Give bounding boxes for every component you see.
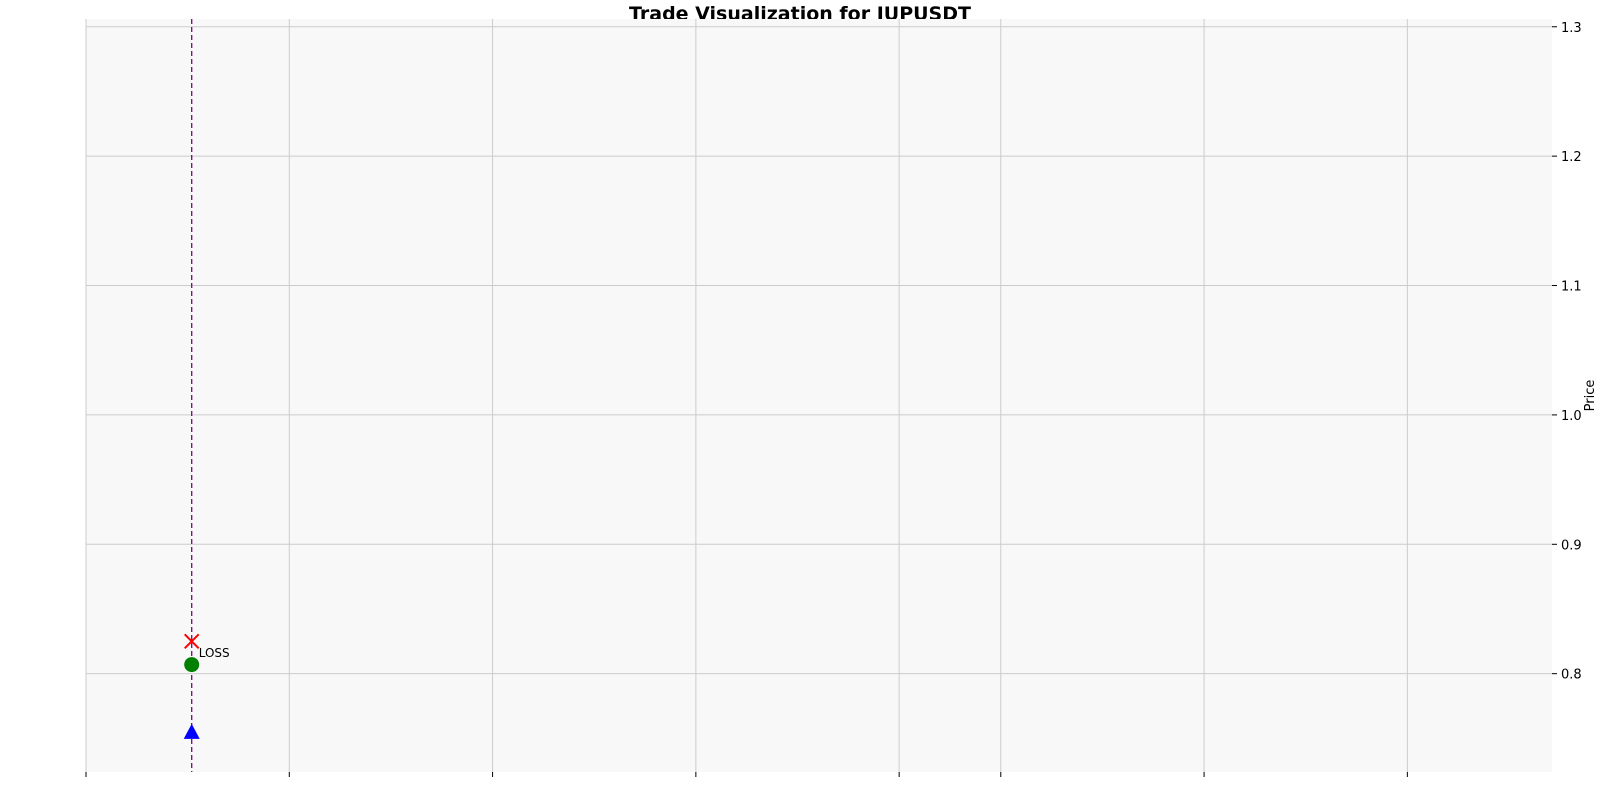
stop-loss-marker	[184, 633, 200, 650]
entry-marker	[183, 723, 200, 739]
y-axis-label: Price	[1583, 380, 1598, 412]
plot-area	[86, 19, 1552, 772]
y-tick-label: 0.8	[1561, 668, 1582, 683]
exit-marker	[184, 657, 200, 673]
y-tick-label: 1.1	[1561, 280, 1582, 295]
y-tick-label: 1.3	[1561, 21, 1582, 36]
y-tick-label: 1.0	[1561, 409, 1582, 424]
annotation-label: LOSS	[199, 646, 230, 660]
y-tick-label: 1.2	[1561, 150, 1582, 165]
y-tick-label: 0.9	[1561, 538, 1582, 553]
